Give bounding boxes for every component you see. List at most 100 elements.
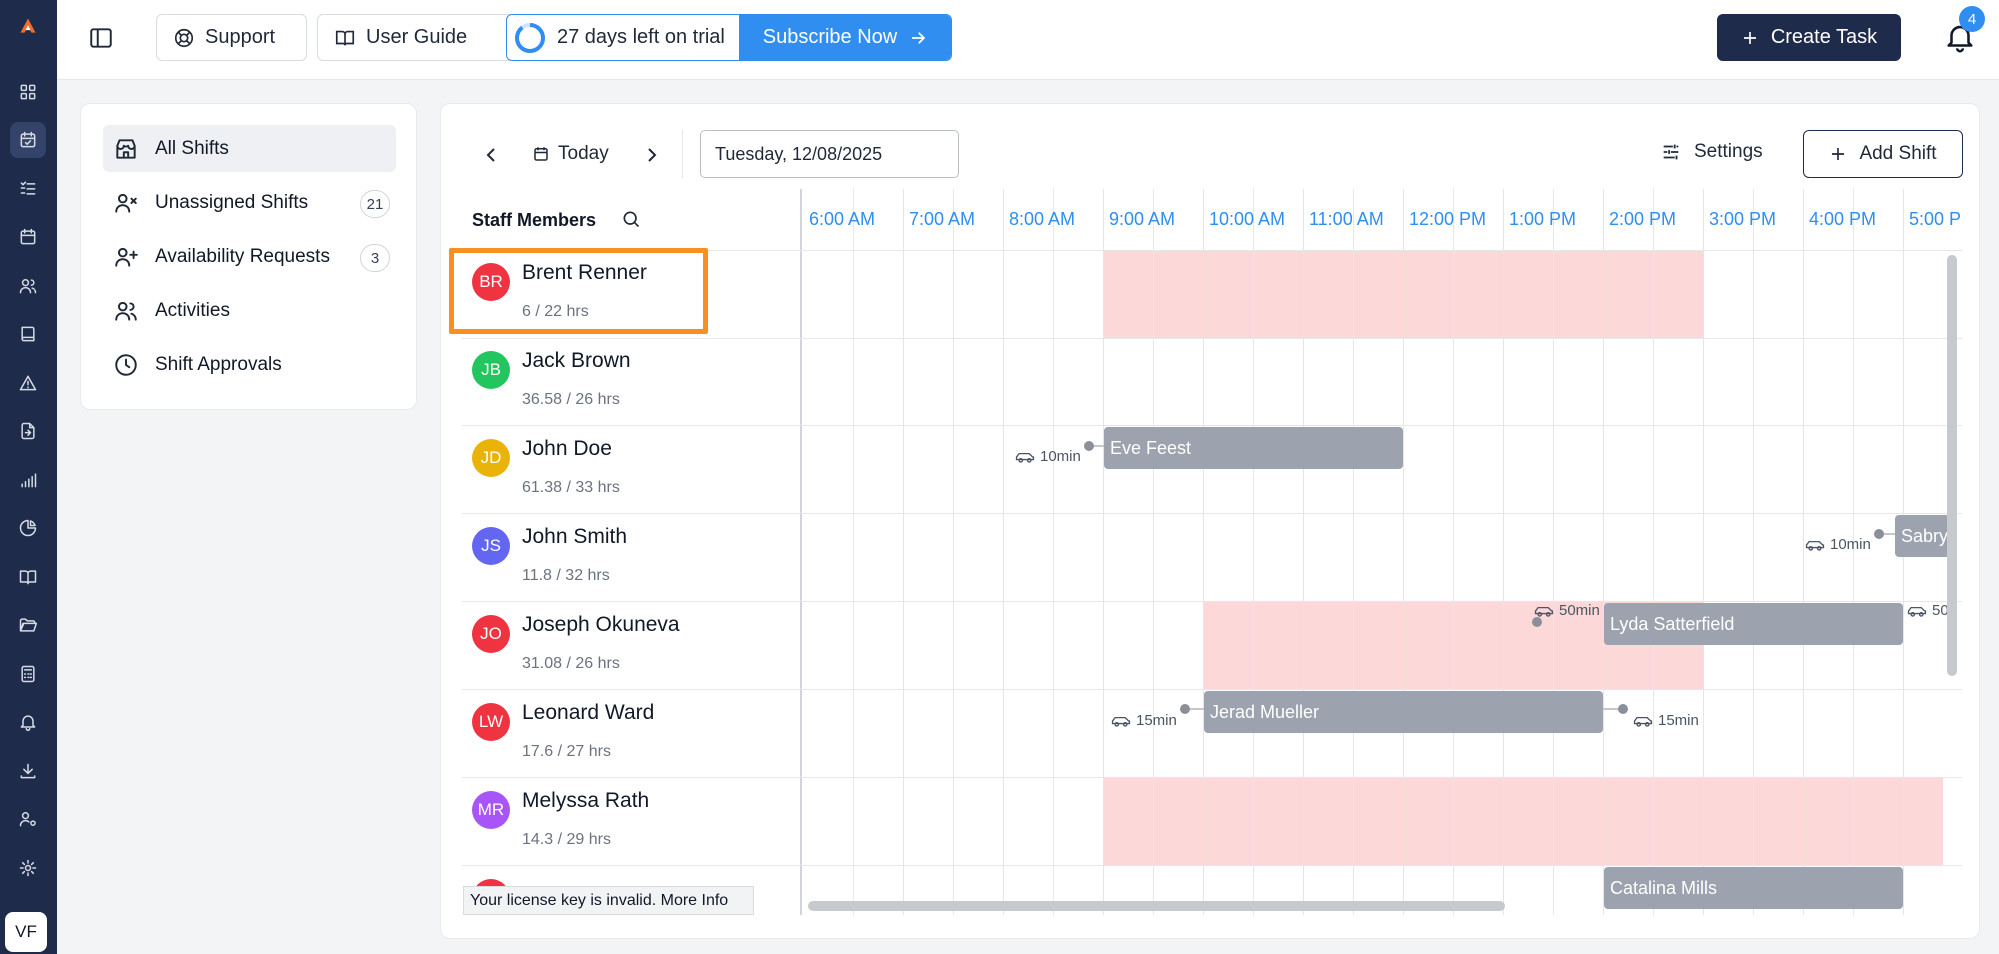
add-shift-button[interactable]: Add Shift (1803, 130, 1963, 178)
travel-connector (1184, 708, 1204, 710)
staff-row[interactable]: JB Jack Brown 36.58 / 26 hrs (472, 339, 722, 426)
horizontal-scrollbar[interactable] (808, 901, 1505, 911)
bell-ring-icon[interactable] (10, 704, 46, 740)
filter-availability-requests[interactable]: Availability Requests 3 (103, 233, 396, 280)
staff-hours: 6 / 22 hrs (522, 303, 589, 320)
previous-day-chevron-icon[interactable] (479, 143, 503, 167)
user-cog-icon[interactable] (10, 801, 46, 837)
download-icon[interactable] (10, 753, 46, 789)
staff-row[interactable]: BR Brent Renner 6 / 22 hrs (472, 251, 722, 338)
hour-label: 5:00 PM (1909, 209, 1962, 229)
avatar: JB (472, 351, 510, 389)
staff-row[interactable]: MR Melyssa Rath 14.3 / 29 hrs (472, 779, 722, 866)
filter-activities[interactable]: Activities (103, 287, 396, 334)
car-icon (1015, 452, 1035, 463)
plus-icon (1832, 148, 1845, 160)
bar-chart-icon[interactable] (10, 462, 46, 498)
app-logo-icon[interactable] (10, 8, 46, 44)
sidebar: VF (0, 0, 57, 954)
user-x-icon (115, 193, 137, 213)
calendar-icon[interactable] (10, 219, 46, 255)
book-open-icon[interactable] (10, 559, 46, 595)
hour-label: 2:00 PM (1609, 209, 1677, 229)
hour-line (1203, 189, 1204, 915)
half-hour-line (1553, 189, 1554, 915)
hour-line (1803, 189, 1804, 915)
settings-icon[interactable] (10, 850, 46, 886)
travel-duration: 15min (1658, 712, 1699, 729)
alert-triangle-icon[interactable] (10, 365, 46, 401)
filter-unassigned-shifts[interactable]: Unassigned Shifts 21 (103, 179, 396, 226)
travel-dot (1532, 617, 1542, 627)
avatar: LW (472, 703, 510, 741)
subscribe-label: Subscribe Now (762, 26, 898, 48)
staff-name: Brent Renner (522, 261, 647, 284)
file-import-icon[interactable] (10, 413, 46, 449)
notification-count-badge: 4 (1959, 6, 1985, 32)
staff-row[interactable]: JD John Doe 61.38 / 33 hrs (472, 427, 722, 514)
car-icon (1805, 540, 1825, 551)
travel-time: 15min (1110, 712, 1177, 729)
staff-row[interactable]: JS John Smith 11.8 / 32 hrs (472, 515, 722, 602)
filter-label: All Shifts (155, 137, 229, 159)
subscribe-now-button[interactable]: Subscribe Now (739, 15, 951, 60)
book-icon[interactable] (10, 316, 46, 352)
license-warning[interactable]: Your license key is invalid. More Info (463, 886, 754, 915)
avatar: JS (472, 527, 510, 565)
calculator-icon[interactable] (10, 656, 46, 692)
row-divider (462, 513, 1962, 514)
staff-header-label: Staff Members (472, 210, 597, 230)
travel-dot (1618, 704, 1628, 714)
shift-block[interactable]: Catalina Mills (1604, 867, 1903, 909)
hour-label: 7:00 AM (909, 209, 976, 229)
add-shift-label: Add Shift (1859, 143, 1937, 164)
settings-button[interactable]: Settings (1660, 141, 1763, 163)
hour-line (1103, 189, 1104, 915)
staff-row[interactable]: JO Joseph Okuneva 31.08 / 26 hrs (472, 603, 722, 690)
shift-filter-panel: All Shifts Unassigned Shifts 21 Availabi… (80, 103, 417, 410)
user-avatar[interactable]: VF (5, 912, 47, 952)
filter-shift-approvals[interactable]: Shift Approvals (103, 341, 396, 388)
half-hour-line (1653, 189, 1654, 915)
filter-label: Unassigned Shifts (155, 191, 309, 213)
arrow-right-icon (912, 31, 926, 44)
shift-block[interactable]: Sabry (1895, 515, 1955, 557)
avatar: JD (472, 439, 510, 477)
vertical-scrollbar[interactable] (1947, 255, 1957, 676)
list-check-icon[interactable] (10, 170, 46, 206)
travel-duration: 50min (1559, 602, 1600, 619)
avatar: BR (472, 263, 510, 301)
staff-column-divider (800, 189, 802, 915)
support-label: Support (205, 26, 276, 48)
sidebar-toggle-icon[interactable] (88, 25, 114, 51)
staff-name: Jack Brown (522, 349, 631, 372)
search-icon[interactable] (621, 209, 641, 229)
next-day-chevron-icon[interactable] (640, 143, 664, 167)
filter-label: Shift Approvals (155, 353, 282, 375)
staff-row[interactable]: LW Leonard Ward 17.6 / 27 hrs (472, 691, 722, 778)
filter-all-shifts[interactable]: All Shifts (103, 125, 396, 172)
shift-block[interactable]: Eve Feest (1104, 427, 1403, 469)
travel-time: 50min (1533, 602, 1600, 619)
staff-name: Joseph Okuneva (522, 613, 680, 636)
car-icon (1907, 606, 1927, 617)
create-task-button[interactable]: Create Task (1717, 14, 1901, 61)
users-icon (115, 301, 137, 321)
pie-chart-icon[interactable] (10, 510, 46, 546)
travel-dot (1874, 529, 1884, 539)
today-button[interactable]: Today (532, 143, 609, 165)
staff-name: John Doe (522, 437, 612, 460)
users-icon[interactable] (10, 268, 46, 304)
count-badge: 21 (360, 190, 390, 218)
calendar-check-icon[interactable] (10, 122, 46, 158)
hour-line (903, 189, 904, 915)
schedule-grid: Staff Members 6:00 AM 7:00 AM 8:00 AM 9:… (462, 189, 1962, 915)
travel-dot (1084, 441, 1094, 451)
date-picker-input[interactable]: Tuesday, 12/08/2025 (700, 130, 959, 178)
toolbar-divider (682, 130, 683, 178)
dashboard-icon[interactable] (10, 74, 46, 110)
shift-block[interactable]: Jerad Mueller (1204, 691, 1603, 733)
folder-open-icon[interactable] (10, 607, 46, 643)
shift-block[interactable]: Lyda Satterfield (1604, 603, 1903, 645)
support-button[interactable]: Support (156, 14, 307, 61)
